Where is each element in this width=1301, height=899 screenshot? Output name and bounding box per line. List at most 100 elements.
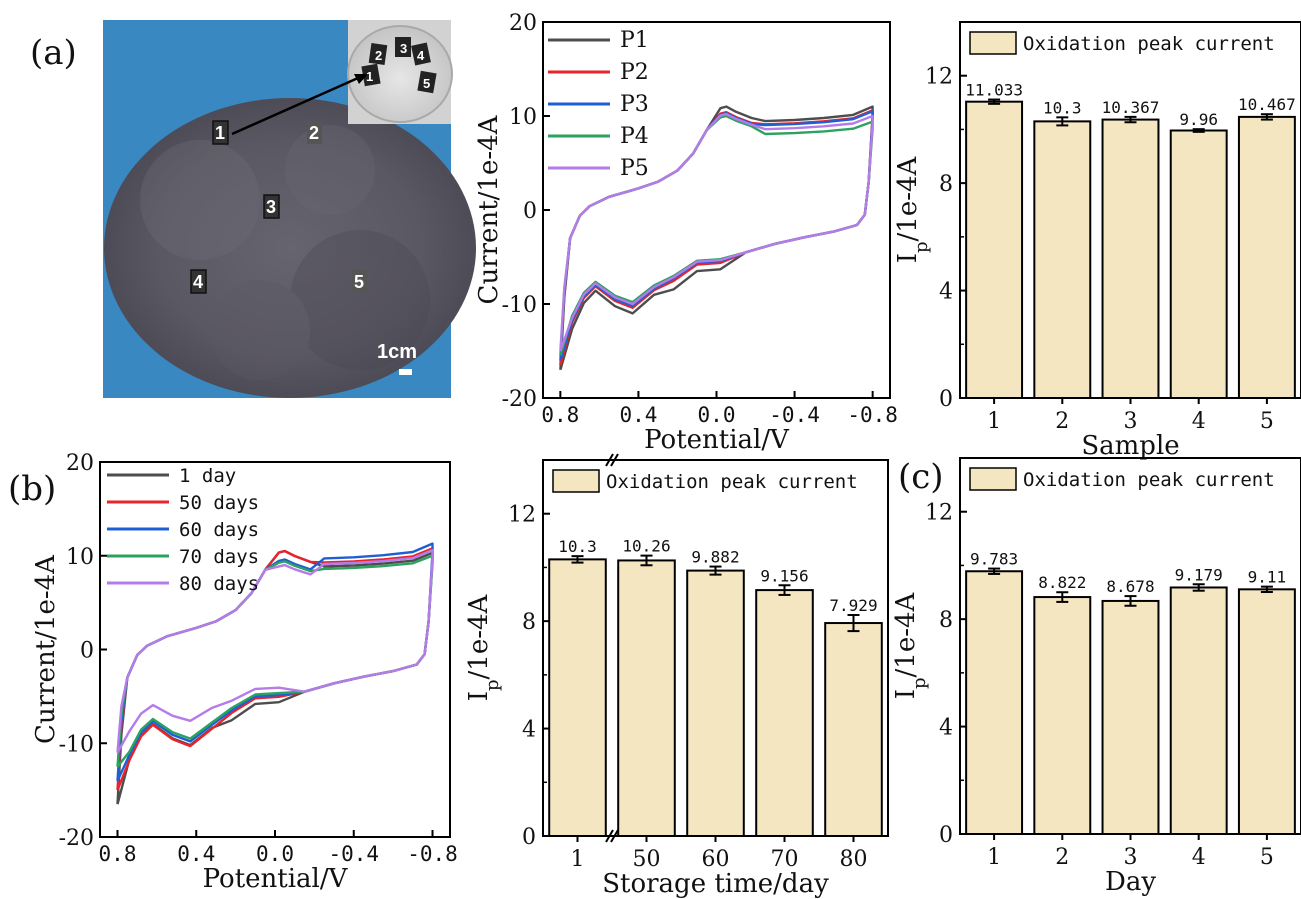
x-tick-label: 60 <box>702 847 730 872</box>
legend-label: Oxidation peak current <box>606 471 858 493</box>
cv-curve-4 <box>116 548 434 754</box>
x-tick-label: 5 <box>1260 409 1274 434</box>
axis-break-mark-top-1 <box>610 453 619 467</box>
x-axis-title: Day <box>1105 867 1156 897</box>
data-label-4: 7.929 <box>829 596 877 615</box>
spot-label-4: 4 <box>193 272 203 292</box>
legend-label-2: 60 days <box>179 519 259 541</box>
y-tick-label: 0 <box>523 199 537 224</box>
x-tick-label: 4 <box>1192 409 1206 434</box>
y-tick-label: 20 <box>509 11 537 36</box>
x-axis-title: Sample <box>1081 431 1179 461</box>
legend-label-0: 1 day <box>179 465 236 487</box>
data-label-4: 9.11 <box>1248 568 1287 587</box>
legend-swatch <box>969 467 1017 491</box>
spot-box-4 <box>190 269 207 294</box>
spot-box-3 <box>263 194 280 219</box>
y-tick-label: 20 <box>66 451 94 476</box>
sample-photo: 1 2 3 4 5 1 2 3 4 5 1cm <box>103 20 476 398</box>
y-tick-label: -10 <box>59 732 94 757</box>
axis-break-mark-top-0 <box>605 453 614 467</box>
axis-break-mark-bottom-1 <box>610 829 619 843</box>
scale-bar <box>399 369 412 375</box>
legend-label-4: P5 <box>620 156 649 181</box>
scale-bar-label: 1cm <box>377 341 417 363</box>
x-tick-label: 0.4 <box>177 842 215 866</box>
data-label-3: 9.96 <box>1179 110 1218 129</box>
bar-0 <box>965 100 1024 399</box>
y-tick-label: 4 <box>939 716 953 741</box>
y-tick-label: 0 <box>939 387 953 412</box>
panel-label-b: (b) <box>8 469 56 509</box>
bar-days-chart: 9.783 1 8.822 2 8.678 3 9.179 4 9.11 5 0 4 8 12 Day Ip/… <box>891 457 1301 897</box>
data-label-2: 9.882 <box>691 548 739 567</box>
bar-1 <box>1033 596 1092 835</box>
data-label-2: 10.367 <box>1102 98 1160 117</box>
plot-frame <box>959 21 1301 399</box>
spot-box-5 <box>352 270 367 293</box>
data-label-0: 10.3 <box>558 537 597 556</box>
spot-box-1 <box>212 120 229 145</box>
legend-label-1: 50 days <box>179 492 259 514</box>
cv-curve-1 <box>116 547 434 791</box>
x-tick-label: 80 <box>840 847 868 872</box>
bar-2 <box>686 569 745 837</box>
bar-0 <box>965 570 1024 836</box>
inset-label-3: 3 <box>400 41 407 56</box>
x-tick-label: 0.0 <box>698 403 736 427</box>
cv-curve-3 <box>559 114 874 357</box>
plot-frame <box>542 459 889 837</box>
legend-label-1: P2 <box>620 60 649 85</box>
data-label-1: 10.3 <box>1043 98 1082 117</box>
bar-2 <box>1101 599 1160 835</box>
x-tick-label: 70 <box>771 847 799 872</box>
data-label-0: 9.783 <box>970 550 1018 569</box>
cv-storage-chart: 20 10 0 -10 -200.8 0.4 0.0 -0.4 -0.8 Potential/V C… <box>31 451 458 894</box>
legend-label-4: 80 days <box>179 573 259 595</box>
bar-0 <box>548 558 607 837</box>
y-tick-label: 0 <box>80 639 94 664</box>
legend-label: Oxidation peak current <box>1023 469 1275 491</box>
y-tick-label: 0 <box>522 825 536 850</box>
y-tick-label: 12 <box>925 501 953 526</box>
arrow-head <box>354 74 368 84</box>
carbon-disc <box>104 98 476 398</box>
y-tick-label: 12 <box>925 65 953 90</box>
cv-curve-2 <box>559 110 874 361</box>
cv-curve-3 <box>116 554 434 768</box>
bar-3 <box>1169 129 1228 399</box>
cv-curve-1 <box>559 109 874 366</box>
cv-curve-2 <box>116 542 434 782</box>
x-tick-label: 5 <box>1260 845 1274 870</box>
cv-curve-4 <box>559 112 874 352</box>
x-tick-label: 4 <box>1192 845 1206 870</box>
y-tick-label: 8 <box>939 608 953 633</box>
legend-label-2: P3 <box>620 92 649 117</box>
inset-label-4: 4 <box>417 48 425 63</box>
legend-swatch <box>552 469 600 493</box>
legend-label-3: 70 days <box>179 546 259 568</box>
y-axis-title: Ip/1e-4A <box>891 591 930 699</box>
data-label-0: 11.033 <box>965 81 1023 100</box>
x-tick-label: 0.8 <box>99 842 137 866</box>
legend-label-0: P1 <box>620 28 649 53</box>
legend-swatch <box>969 31 1017 55</box>
x-tick-label: 2 <box>1055 409 1069 434</box>
cv-samples-chart: 20 10 0 -10 -200.8 0.4 0.0 -0.4 -0.8 Potential/V C… <box>474 11 898 455</box>
x-tick-label: -0.4 <box>769 403 820 427</box>
x-tick-label: 3 <box>1124 409 1138 434</box>
axis-break-mark-bottom-0 <box>605 829 614 843</box>
spot-label-3: 3 <box>266 197 276 217</box>
inset-label-1: 1 <box>366 69 373 84</box>
y-tick-label: -20 <box>502 387 537 412</box>
plot-frame <box>542 21 891 399</box>
inset-arrow <box>231 76 359 136</box>
x-tick-label: 0.0 <box>256 842 294 866</box>
x-tick-label: 0.4 <box>619 403 657 427</box>
x-tick-label: 0.8 <box>541 403 579 427</box>
legend-label-3: P4 <box>620 124 649 149</box>
y-tick-label: -20 <box>59 826 94 851</box>
bar-4 <box>1237 115 1296 399</box>
y-tick-label: 8 <box>522 610 536 635</box>
